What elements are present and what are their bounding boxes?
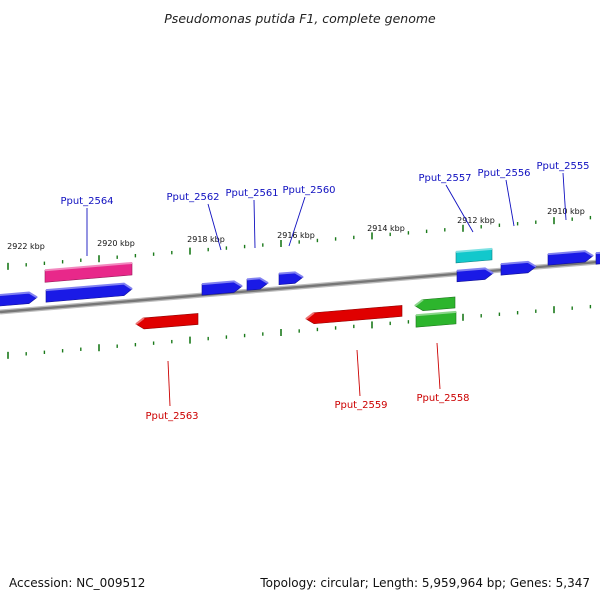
leader-line bbox=[253, 199, 256, 249]
gene-label-pput-2563[interactable]: Pput_2563 bbox=[145, 411, 198, 422]
leader-line bbox=[436, 342, 441, 390]
gene-label-pput-2557[interactable]: Pput_2557 bbox=[418, 173, 471, 184]
leader-line bbox=[356, 349, 361, 397]
gene-label-pput-2564[interactable]: Pput_2564 bbox=[60, 196, 113, 207]
gene-label-pput-2556[interactable]: Pput_2556 bbox=[477, 168, 530, 179]
kbp-label: 2916 kbp bbox=[277, 231, 315, 240]
accession-text: Accession: NC_009512 bbox=[9, 576, 146, 590]
kbp-label: 2920 kbp bbox=[97, 239, 135, 248]
leader-line bbox=[288, 196, 306, 247]
gene-arrow-pput-2560[interactable] bbox=[278, 271, 304, 286]
gene-label-pput-2559[interactable]: Pput_2559 bbox=[334, 400, 387, 411]
gene-arrow-pput-2558[interactable] bbox=[415, 310, 457, 328]
genome-title: Pseudomonas putida F1, complete genome bbox=[164, 11, 436, 26]
gene-arrow-pput-2561[interactable] bbox=[246, 277, 269, 291]
gene-label-pput-2558[interactable]: Pput_2558 bbox=[416, 393, 469, 404]
genome-backbone bbox=[0, 259, 600, 315]
gene-arrow-pput-2564[interactable] bbox=[44, 261, 133, 283]
gene-arrow-unlabeled[interactable] bbox=[456, 267, 494, 283]
gene-arrow-unlabeled[interactable] bbox=[595, 251, 600, 265]
kbp-label: 2912 kbp bbox=[457, 216, 495, 225]
gene-arrow-pput-2555[interactable] bbox=[547, 250, 594, 266]
leader-line bbox=[562, 172, 567, 221]
gene-arrow-unlabeled[interactable] bbox=[45, 282, 133, 303]
gene-label-pput-2562[interactable]: Pput_2562 bbox=[166, 192, 219, 203]
kbp-label: 2914 kbp bbox=[367, 224, 405, 233]
leader-line bbox=[445, 184, 474, 233]
gene-arrow-pput-2557[interactable] bbox=[455, 247, 493, 264]
gene-arrow-pput-2559[interactable] bbox=[305, 305, 403, 325]
kbp-labels: 2922 kbp 2920 kbp 2918 kbp 2916 kbp 2914 kbp… bbox=[7, 207, 585, 251]
gene-arrow-pput-2563[interactable] bbox=[135, 313, 199, 330]
label-leader-lines bbox=[86, 172, 567, 407]
gene-arrow-unlabeled[interactable] bbox=[414, 296, 456, 311]
gene-label-pput-2560[interactable]: Pput_2560 bbox=[282, 185, 335, 196]
kbp-label: 2910 kbp bbox=[547, 207, 585, 216]
leader-line bbox=[505, 179, 515, 227]
gene-labels: Pput_2564 Pput_2562 Pput_2561 Pput_2560 Pput… bbox=[60, 161, 589, 422]
gene-arrow-pput-2556[interactable] bbox=[500, 260, 537, 276]
tick-marks bbox=[7, 215, 592, 359]
gene-label-pput-2555[interactable]: Pput_2555 bbox=[536, 161, 589, 172]
gene-arrow-unlabeled[interactable] bbox=[0, 291, 38, 307]
gene-label-pput-2561[interactable]: Pput_2561 bbox=[225, 188, 278, 199]
leader-line bbox=[207, 203, 222, 251]
gene-arrow-pput-2562[interactable] bbox=[201, 280, 243, 296]
gene-track bbox=[0, 247, 600, 330]
kbp-label: 2922 kbp bbox=[7, 242, 45, 251]
genome-summary-text: Topology: circular; Length: 5,959,964 bp… bbox=[260, 576, 590, 590]
kbp-label: 2918 kbp bbox=[187, 235, 225, 244]
leader-line bbox=[167, 360, 171, 407]
